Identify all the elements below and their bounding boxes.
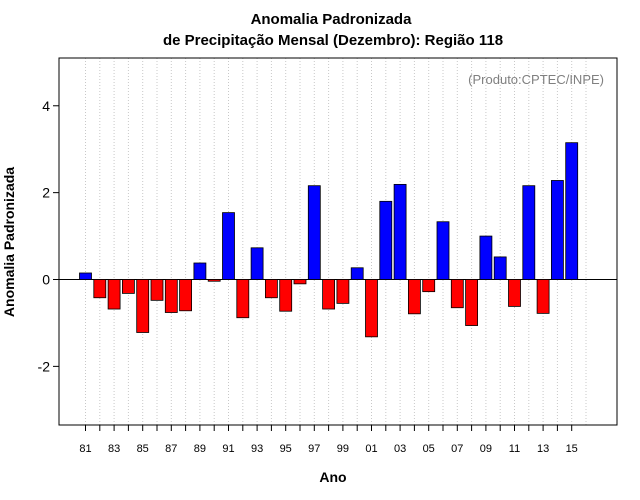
bars-group [79, 142, 579, 338]
bar-96 [293, 279, 307, 285]
x-tick-label-83: 83 [108, 443, 120, 455]
bar-89 [193, 262, 207, 280]
bar-04 [407, 279, 421, 315]
bar-05 [422, 279, 436, 293]
x-tick-label-95: 95 [280, 443, 292, 455]
x-tick-label-81: 81 [79, 443, 91, 455]
x-axis: 81 83 85 87 89 91 93 95 97 99 01 03 05 07 09 11 13 15 [79, 425, 578, 455]
y-tick-label: 2 [42, 185, 50, 201]
y-tick-label: -2 [38, 358, 51, 374]
bar-14 [551, 180, 564, 280]
bar-11 [508, 279, 521, 307]
x-axis-label: Ano [319, 469, 346, 485]
bar-00 [350, 267, 364, 280]
bar-83 [107, 279, 121, 310]
x-tick-label-05: 05 [423, 443, 435, 455]
x-tick-label-13: 13 [537, 443, 549, 455]
bar-94 [264, 279, 278, 299]
bar-90 [207, 279, 221, 282]
x-tick-label-87: 87 [165, 443, 177, 455]
x-tick-label-11: 11 [509, 443, 520, 455]
x-tick-label-01: 01 [365, 443, 377, 455]
bar-93 [250, 247, 264, 280]
bar-92 [236, 279, 250, 319]
bar-95 [279, 279, 293, 312]
x-tick-label-91: 91 [222, 443, 234, 455]
x-tick-label-99: 99 [337, 443, 349, 455]
x-tick-label-85: 85 [137, 443, 149, 455]
bar-98 [322, 279, 336, 310]
bar-84 [122, 279, 135, 294]
bar-86 [150, 279, 164, 301]
bar-02 [379, 200, 393, 280]
bar-08 [465, 279, 479, 326]
y-axis: -2 0 2 4 [38, 98, 59, 374]
x-tick-label-89: 89 [194, 443, 206, 455]
plot-frame [58, 57, 618, 426]
x-tick-label-97: 97 [308, 443, 320, 455]
bar-06 [436, 221, 450, 280]
bar-15 [565, 142, 579, 280]
bar-01 [365, 279, 378, 338]
x-tick-label-03: 03 [394, 443, 406, 455]
bar-87 [164, 279, 178, 313]
x-tick-label-15: 15 [566, 443, 578, 455]
bar-81 [79, 272, 92, 280]
chart-title: Anomalia Padronizada [251, 11, 413, 28]
x-tick-label-09: 09 [480, 443, 492, 455]
chart-subtitle: de Precipitação Mensal (Dezembro): Regiã… [163, 32, 503, 49]
bar-85 [136, 279, 150, 333]
y-axis-label: Anomalia Padronizada [1, 167, 17, 317]
bar-99 [336, 279, 350, 304]
bar-03 [393, 183, 407, 280]
bar-91 [222, 212, 235, 280]
bar-82 [93, 279, 107, 299]
bar-97 [307, 185, 321, 280]
bar-88 [179, 279, 193, 312]
y-tick-label: 4 [42, 98, 50, 114]
bar-07 [450, 279, 464, 309]
bar-13 [536, 279, 550, 314]
source-annotation: (Produto:CPTEC/INPE) [468, 72, 604, 87]
vertical-grid-lines [85, 58, 587, 425]
bar-10 [493, 256, 507, 280]
x-tick-label-93: 93 [251, 443, 263, 455]
y-tick-label: 0 [42, 272, 50, 288]
bar-12 [522, 185, 536, 280]
bar-09 [479, 235, 493, 280]
x-tick-label-07: 07 [451, 443, 463, 455]
